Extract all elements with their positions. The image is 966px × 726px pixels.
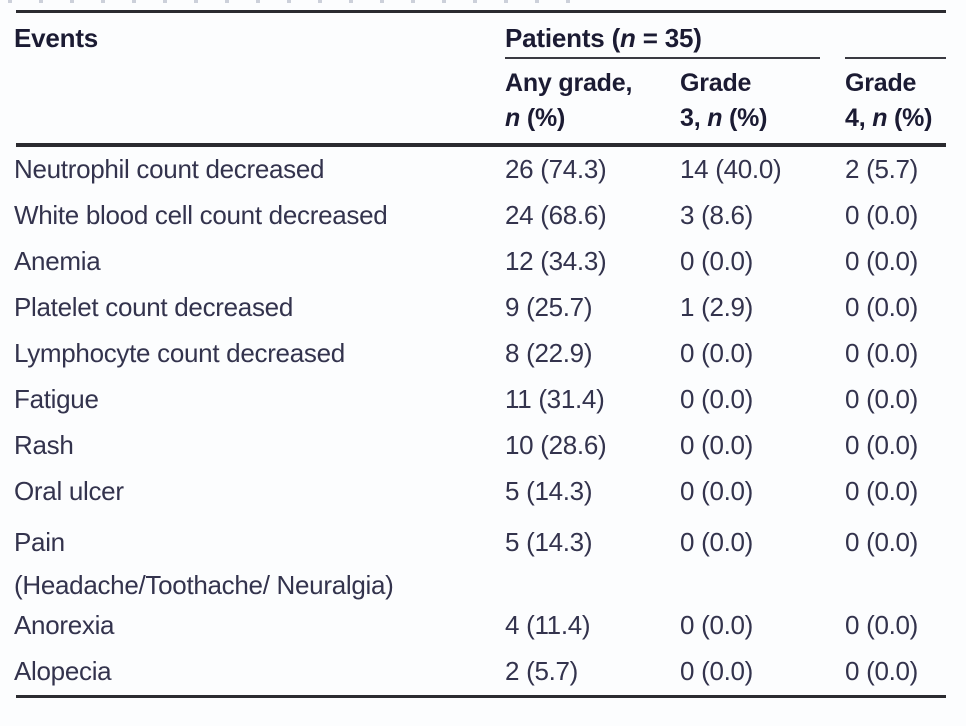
any-grade-cell: 24 (68.6) <box>505 200 607 231</box>
subheader-spacer <box>14 66 505 136</box>
table-row: Platelet count decreased 9 (25.7) 1 (2.9… <box>14 285 946 331</box>
grade4-cell: 0 (0.0) <box>845 200 919 231</box>
grade3-line1: Grade <box>680 69 752 97</box>
grade3-n: n <box>707 104 723 132</box>
grade4-pre: 4, <box>845 104 873 132</box>
grade4-cell: 0 (0.0) <box>845 610 919 641</box>
event-cell: Lymphocyte count decreased <box>14 338 345 369</box>
event-line1: Pain <box>14 527 65 557</box>
any-grade-cell: 8 (22.9) <box>505 338 593 369</box>
patients-group-header: Patients (n = 35) <box>505 22 946 54</box>
grade4-column-header: Grade 4, n (%) <box>845 66 946 136</box>
event-cell: Rash <box>14 430 74 461</box>
any-grade-cell: 12 (34.3) <box>505 246 607 277</box>
table-row: Pain (Headache/Toothache/ Neuralgia) 5 (… <box>14 515 946 603</box>
any-grade-column-header: Any grade, n (%) <box>505 66 680 136</box>
grade3-cell: 0 (0.0) <box>680 656 754 687</box>
grade4-n: n <box>872 104 888 132</box>
grade4-cell: 2 (5.7) <box>845 154 919 185</box>
grade4-column-overline <box>845 57 946 59</box>
grade4-line1: Grade <box>845 69 917 97</box>
table-row: Alopecia 2 (5.7) 0 (0.0) 0 (0.0) <box>14 649 946 695</box>
any-grade-cell: 9 (25.7) <box>505 292 593 323</box>
grade3-cell: 0 (0.0) <box>680 430 754 461</box>
grade3-cell: 14 (40.0) <box>680 154 782 185</box>
event-cell: Alopecia <box>14 656 112 687</box>
event-cell: White blood cell count decreased <box>14 200 388 231</box>
event-cell: Anorexia <box>14 610 115 641</box>
table-row: Fatigue 11 (31.4) 0 (0.0) 0 (0.0) <box>14 377 946 423</box>
grade3-cell: 1 (2.9) <box>680 292 754 323</box>
grade3-rest: (%) <box>722 104 768 132</box>
table-row: White blood cell count decreased 24 (68.… <box>14 193 946 239</box>
grade4-cell: 0 (0.0) <box>845 338 919 369</box>
grade4-cell: 0 (0.0) <box>845 384 919 415</box>
grade3-pre: 3, <box>680 104 708 132</box>
grade3-cell: 0 (0.0) <box>680 338 754 369</box>
grade4-cell: 0 (0.0) <box>845 430 919 461</box>
table-subheader-row: Any grade, n (%) Grade 3, n (%) Grade 4,… <box>14 66 946 136</box>
patients-header-pre: Patients ( <box>505 23 621 53</box>
any-grade-cell: 2 (5.7) <box>505 656 579 687</box>
event-cell: Platelet count decreased <box>14 292 293 323</box>
top-rule <box>16 10 946 13</box>
grade3-cell: 0 (0.0) <box>680 246 754 277</box>
grade3-line2: 3, n (%) <box>680 101 845 136</box>
grade4-rest: (%) <box>887 104 933 132</box>
grade3-column-header: Grade 3, n (%) <box>680 66 845 136</box>
patients-header-n: n <box>620 23 636 53</box>
grade4-line2: 4, n (%) <box>845 101 946 136</box>
any-grade-rest: (%) <box>520 104 566 132</box>
patients-header-post: = 35) <box>635 23 702 53</box>
table-row: Oral ulcer 5 (14.3) 0 (0.0) 0 (0.0) <box>14 469 946 515</box>
table-header-row: Events Patients (n = 35) <box>14 22 946 54</box>
events-column-header: Events <box>14 23 99 53</box>
header-body-divider-rule <box>16 143 946 147</box>
grade4-cell: 0 (0.0) <box>845 246 919 277</box>
event-cell: Pain (Headache/Toothache/ Neuralgia) <box>14 515 505 607</box>
any-grade-n: n <box>505 104 521 132</box>
table-row: Lymphocyte count decreased 8 (22.9) 0 (0… <box>14 331 946 377</box>
event-line2: (Headache/Toothache/ Neuralgia) <box>14 570 394 600</box>
any-grade-cell: 26 (74.3) <box>505 154 607 185</box>
table-row: Neutrophil count decreased 26 (74.3) 14 … <box>14 147 946 193</box>
grade4-cell: 0 (0.0) <box>845 476 919 507</box>
grade4-cell: 0 (0.0) <box>845 527 919 557</box>
bottom-rule <box>16 695 946 698</box>
table-body: Neutrophil count decreased 26 (74.3) 14 … <box>14 147 946 695</box>
any-grade-line2: n (%) <box>505 101 680 136</box>
grade4-cell: 0 (0.0) <box>845 292 919 323</box>
any-grade-cell: 5 (14.3) <box>505 476 593 507</box>
any-grade-cell: 5 (14.3) <box>505 527 593 557</box>
table-row: Anorexia 4 (11.4) 0 (0.0) 0 (0.0) <box>14 603 946 649</box>
patients-group-underline <box>505 57 820 59</box>
table-row: Anemia 12 (34.3) 0 (0.0) 0 (0.0) <box>14 239 946 285</box>
grade3-cell: 3 (8.6) <box>680 200 754 231</box>
grade3-cell: 0 (0.0) <box>680 384 754 415</box>
grade3-cell: 0 (0.0) <box>680 476 754 507</box>
event-cell: Fatigue <box>14 384 99 415</box>
any-grade-cell: 11 (31.4) <box>505 384 605 415</box>
cropped-caption-artifact <box>8 0 576 3</box>
event-cell: Anemia <box>14 246 101 277</box>
any-grade-cell: 10 (28.6) <box>505 430 607 461</box>
grade3-cell: 0 (0.0) <box>680 527 754 557</box>
event-cell: Neutrophil count decreased <box>14 154 325 185</box>
table-row: Rash 10 (28.6) 0 (0.0) 0 (0.0) <box>14 423 946 469</box>
grade3-cell: 0 (0.0) <box>680 610 754 641</box>
event-cell: Oral ulcer <box>14 476 124 507</box>
any-grade-line1: Any grade, <box>505 69 633 97</box>
any-grade-cell: 4 (11.4) <box>505 610 591 641</box>
grade4-cell: 0 (0.0) <box>845 656 919 687</box>
